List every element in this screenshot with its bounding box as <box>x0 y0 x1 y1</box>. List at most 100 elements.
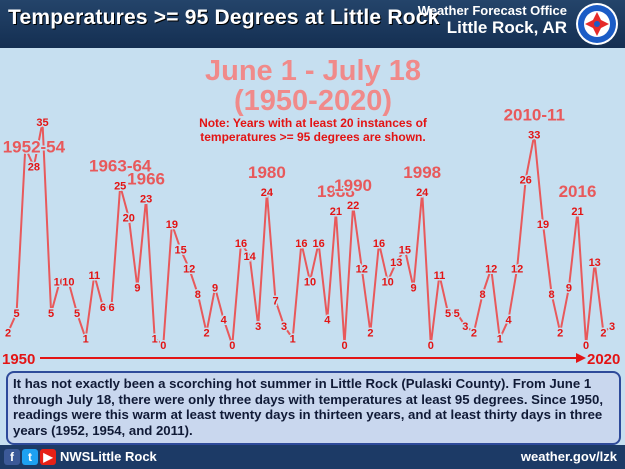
data-label: 10 <box>54 276 66 288</box>
data-label: 26 <box>520 174 532 186</box>
data-label: 23 <box>140 194 152 206</box>
data-label: 7 <box>272 295 278 307</box>
era-label: 1980 <box>248 163 286 182</box>
facebook-icon[interactable]: f <box>4 449 20 465</box>
data-label: 15 <box>399 244 411 256</box>
era-label: 1998 <box>403 163 441 182</box>
data-label: 0 <box>428 340 434 352</box>
data-label: 12 <box>511 264 523 276</box>
data-label: 1 <box>497 334 503 346</box>
data-label: 2 <box>557 327 563 339</box>
data-label: 2 <box>471 327 477 339</box>
data-label: 25 <box>114 181 126 193</box>
data-label: 12 <box>485 264 497 276</box>
data-label: 2 <box>367 327 373 339</box>
summary-text: It has not exactly been a scorching hot … <box>6 371 621 445</box>
data-label: 21 <box>330 206 342 218</box>
summary-panel: It has not exactly been a scorching hot … <box>0 369 625 445</box>
data-label: 24 <box>261 187 274 199</box>
data-label: 5 <box>74 308 80 320</box>
data-label: 16 <box>295 238 307 250</box>
x-axis-end-label: 2020 <box>587 351 620 368</box>
data-label: 22 <box>347 200 359 212</box>
data-label: 12 <box>356 264 368 276</box>
data-label: 9 <box>134 283 140 295</box>
data-label: 8 <box>549 289 555 301</box>
data-label: 1 <box>152 334 158 346</box>
data-label: 4 <box>221 315 228 327</box>
era-label: 2010-11 <box>504 106 565 125</box>
era-label: 1963-64 <box>89 157 152 176</box>
data-label: 21 <box>571 206 583 218</box>
data-label: 14 <box>243 251 256 263</box>
data-label: 2 <box>203 327 209 339</box>
chart-panel: June 1 - July 18 (1950-2020) Note: Years… <box>0 48 625 369</box>
data-label: 2 <box>600 327 606 339</box>
data-label: 13 <box>390 257 402 269</box>
data-label: 0 <box>583 340 589 352</box>
data-label: 13 <box>589 257 601 269</box>
social-handle[interactable]: NWSLittle Rock <box>60 449 157 464</box>
data-label: 5 <box>445 308 451 320</box>
youtube-icon[interactable]: ▶ <box>40 449 56 465</box>
series-layer <box>7 121 613 347</box>
data-label: 10 <box>304 276 316 288</box>
data-label: 4 <box>324 315 331 327</box>
data-label: 16 <box>373 238 385 250</box>
data-label: 5 <box>454 308 460 320</box>
data-label: 1 <box>290 334 296 346</box>
data-label: 3 <box>462 321 468 333</box>
data-label: 5 <box>48 308 54 320</box>
office-line1: Weather Forecast Office <box>417 3 567 18</box>
office-block: Weather Forecast Office Little Rock, AR <box>418 3 567 38</box>
data-label: 31 <box>19 143 31 155</box>
twitter-icon[interactable]: t <box>22 449 38 465</box>
footer-bar: f t ▶ NWSLittle Rock weather.gov/lzk <box>0 445 625 469</box>
data-label: 8 <box>195 289 201 301</box>
chart-title: June 1 - July 18 <box>205 55 421 87</box>
data-label: 11 <box>88 270 100 282</box>
data-label: 0 <box>229 340 235 352</box>
data-label: 8 <box>480 289 486 301</box>
data-label: 9 <box>212 283 218 295</box>
data-label: 3 <box>255 321 261 333</box>
data-label: 20 <box>123 213 135 225</box>
data-label: 0 <box>341 340 347 352</box>
data-label: 24 <box>416 187 429 199</box>
series-line <box>7 121 613 347</box>
data-label: 15 <box>174 244 186 256</box>
data-label: 10 <box>62 276 74 288</box>
era-label: 1952-54 <box>3 138 66 157</box>
chart-note-line2: temperatures >= 95 degrees are shown. <box>200 130 425 144</box>
data-label: 3 <box>609 321 615 333</box>
nws-logo-icon <box>576 3 618 45</box>
era-label: 1966 <box>127 170 165 189</box>
data-label: 16 <box>235 238 247 250</box>
era-label: 1988 <box>317 182 355 201</box>
data-label: 4 <box>505 315 512 327</box>
website-link[interactable]: weather.gov/lzk <box>520 449 617 464</box>
data-label: 35 <box>36 117 48 129</box>
temperature-chart: June 1 - July 18 (1950-2020) Note: Years… <box>1 55 620 368</box>
data-label: 12 <box>183 264 195 276</box>
data-label: 6 <box>100 302 106 314</box>
header-banner: Temperatures >= 95 Degrees at Little Roc… <box>0 0 625 48</box>
data-label: 6 <box>108 302 114 314</box>
data-label: 28 <box>28 162 40 174</box>
data-label: 0 <box>160 340 166 352</box>
data-label: 2 <box>5 327 11 339</box>
chart-note-line1: Note: Years with at least 20 instances o… <box>199 116 428 130</box>
data-label: 3 <box>281 321 287 333</box>
data-label: 19 <box>166 219 178 231</box>
era-label: 1990 <box>334 176 372 195</box>
data-label: 10 <box>382 276 394 288</box>
data-label: 19 <box>537 219 549 231</box>
page-title: Temperatures >= 95 Degrees at Little Roc… <box>8 6 440 29</box>
data-label: 5 <box>14 308 20 320</box>
x-axis-start-label: 1950 <box>2 351 35 368</box>
data-label: 9 <box>566 283 572 295</box>
data-label: 1 <box>83 334 89 346</box>
data-label: 9 <box>410 283 416 295</box>
